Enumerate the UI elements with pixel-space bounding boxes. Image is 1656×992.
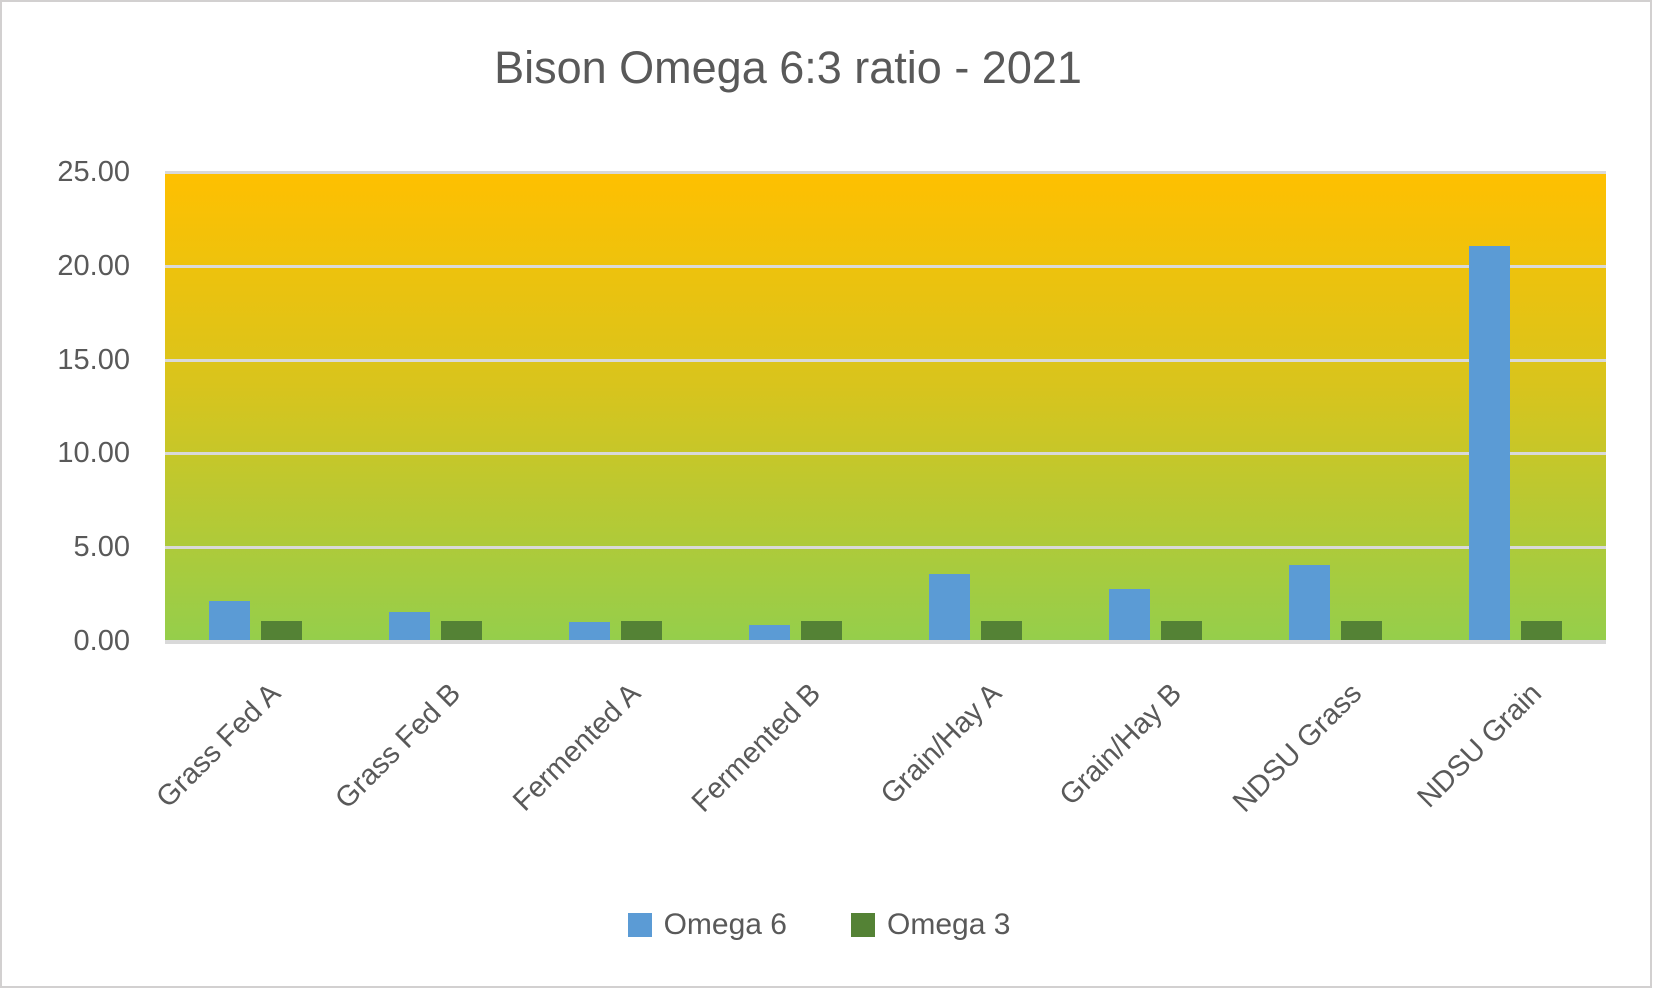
- legend-swatch-icon: [851, 913, 875, 937]
- gridline: [165, 264, 1606, 268]
- legend-label: Omega 6: [663, 908, 787, 941]
- bar-omega-6-grass-fed-a: [208, 600, 250, 640]
- gridline: [165, 171, 1606, 174]
- bar-omega-6-ndsu-grass: [1289, 564, 1331, 640]
- gridline: [165, 452, 1606, 456]
- y-tick-label: 0.00: [73, 625, 130, 657]
- legend-label: Omega 3: [887, 908, 1011, 941]
- legend-item-omega-6: Omega 6: [627, 908, 787, 942]
- bar-omega-3-fermented-a: [620, 621, 662, 640]
- bar-omega-3-grain-hay-a: [981, 621, 1023, 640]
- bar-omega-6-grain-hay-b: [1109, 589, 1151, 640]
- x-axis-line: [165, 640, 1606, 644]
- plot-area: [165, 171, 1606, 644]
- bar-omega-3-grass-fed-a: [260, 621, 302, 640]
- legend: Omega 6 Omega 3: [2, 908, 1636, 942]
- bar-omega-3-grain-hay-b: [1161, 621, 1203, 640]
- bar-omega-6-fermented-a: [568, 622, 610, 640]
- legend-swatch-icon: [627, 913, 652, 937]
- bar-omega-3-ndsu-grain: [1521, 621, 1563, 640]
- chart-title: Bison Omega 6:3 ratio - 2021: [494, 42, 1082, 93]
- gridline: [165, 546, 1606, 550]
- y-tick-label: 10.00: [57, 437, 130, 470]
- bar-omega-6-grain-hay-a: [929, 574, 971, 640]
- bar-omega-3-grass-fed-b: [440, 621, 482, 640]
- bar-omega-6-grass-fed-b: [388, 611, 430, 640]
- gridline: [165, 358, 1606, 362]
- y-tick-label: 15.00: [57, 343, 130, 376]
- y-tick-label: 20.00: [57, 249, 130, 282]
- legend-item-omega-3: Omega 3: [851, 908, 1010, 942]
- y-tick-label: 25.00: [57, 156, 130, 188]
- bar-omega-6-fermented-b: [748, 625, 790, 640]
- bar-omega-3-fermented-b: [800, 621, 842, 640]
- bar-omega-3-ndsu-grass: [1341, 621, 1383, 640]
- bar-omega-6-ndsu-grain: [1469, 246, 1511, 640]
- y-tick-label: 5.00: [73, 531, 130, 564]
